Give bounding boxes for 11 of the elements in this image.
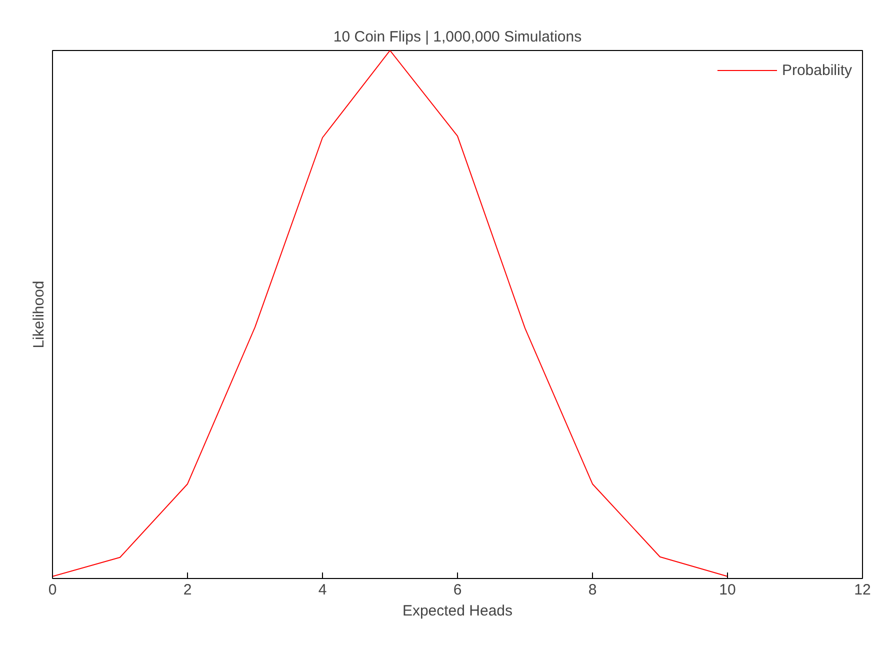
legend-label: Probability — [782, 62, 852, 78]
x-tick-label: 2 — [183, 582, 192, 598]
x-tick-label: 0 — [48, 582, 57, 598]
x-axis-title: Expected Heads — [402, 602, 513, 620]
x-tick-label: 8 — [588, 582, 597, 598]
x-tick-label: 12 — [854, 582, 871, 598]
chart-title: 10 Coin Flips | 1,000,000 Simulations — [333, 28, 582, 46]
x-tick-label: 10 — [719, 582, 736, 598]
x-tick-label: 4 — [318, 582, 327, 598]
y-axis-title: Likelihood — [30, 280, 48, 348]
x-tick-label: 6 — [453, 582, 462, 598]
